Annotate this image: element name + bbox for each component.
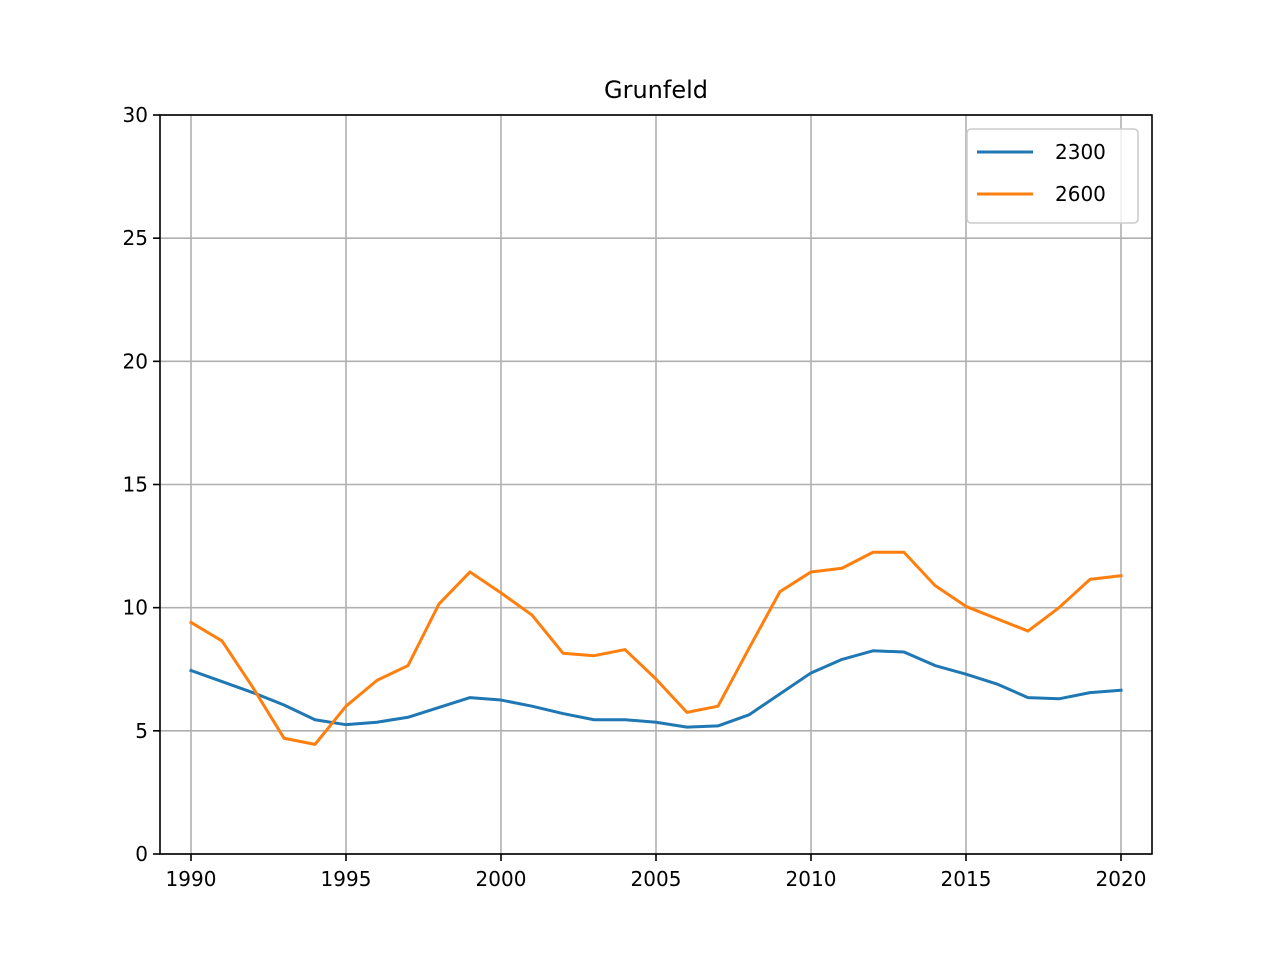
y-tick-label: 20 bbox=[123, 349, 148, 373]
y-tick-label: 30 bbox=[123, 103, 148, 127]
y-tick-label: 15 bbox=[123, 473, 148, 497]
series-line-2600 bbox=[188, 550, 1123, 746]
x-tick-label: 1995 bbox=[321, 867, 372, 891]
y-tick-label: 25 bbox=[123, 226, 148, 250]
x-tick-label: 2015 bbox=[941, 867, 992, 891]
legend-label: 2300 bbox=[1055, 140, 1106, 164]
legend-box bbox=[966, 128, 1139, 224]
x-tick-label: 1990 bbox=[166, 867, 217, 891]
x-tick-label: 2010 bbox=[786, 867, 837, 891]
y-tick-label: 0 bbox=[135, 842, 148, 866]
x-tick-label: 2000 bbox=[476, 867, 527, 891]
series-lines bbox=[188, 550, 1123, 746]
legend: 2300 2600 bbox=[966, 128, 1139, 224]
x-tick-label: 2005 bbox=[631, 867, 682, 891]
legend-label: 2600 bbox=[1055, 182, 1106, 206]
axis-ticks: 1990 1995 2000 2005 2010 2015 2020 0 5 10 15 20 25 30 bbox=[123, 103, 1147, 891]
chart-title: Grunfeld bbox=[604, 76, 708, 104]
y-tick-label: 5 bbox=[135, 719, 148, 743]
series-line-2300 bbox=[189, 649, 1123, 729]
y-tick-label: 10 bbox=[123, 596, 148, 620]
x-tick-label: 2020 bbox=[1096, 867, 1147, 891]
